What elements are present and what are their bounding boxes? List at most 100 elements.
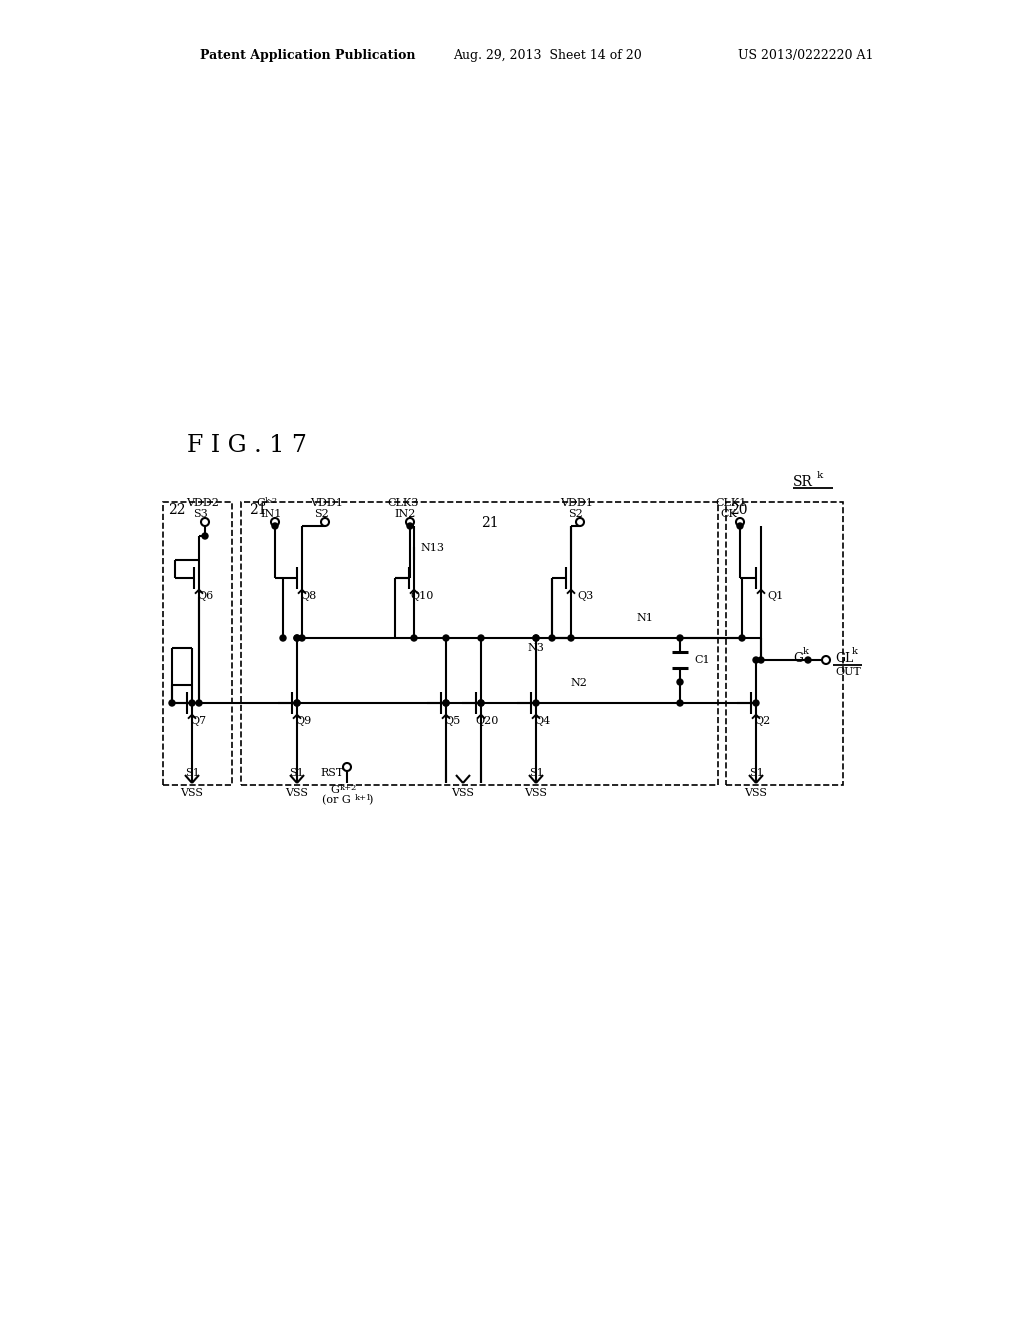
Circle shape (294, 700, 300, 706)
Circle shape (202, 533, 208, 539)
Text: N2: N2 (570, 678, 587, 688)
Text: VDD1: VDD1 (560, 498, 593, 508)
Circle shape (575, 517, 584, 525)
Text: Q3: Q3 (577, 591, 593, 601)
Circle shape (443, 700, 449, 706)
Text: VSS: VSS (286, 788, 308, 799)
Text: N1: N1 (636, 612, 653, 623)
Text: G: G (793, 652, 803, 665)
Circle shape (406, 517, 414, 525)
Circle shape (753, 657, 759, 663)
Text: Q4: Q4 (534, 715, 550, 726)
Circle shape (534, 635, 539, 642)
Circle shape (478, 700, 484, 706)
Text: N13: N13 (420, 543, 444, 553)
Text: RST: RST (319, 768, 343, 777)
Circle shape (534, 700, 539, 706)
Text: VDD2: VDD2 (186, 498, 219, 508)
Text: SR: SR (793, 475, 813, 488)
Circle shape (549, 635, 555, 642)
Text: S2: S2 (314, 510, 329, 519)
Bar (726, 502, 843, 785)
Text: 21: 21 (481, 516, 499, 531)
Text: ): ) (368, 795, 373, 805)
Text: VSS: VSS (452, 788, 474, 799)
Circle shape (677, 635, 683, 642)
Text: F I G . 1 7: F I G . 1 7 (187, 433, 307, 457)
Text: GL: GL (835, 652, 853, 665)
Text: 20: 20 (730, 503, 748, 517)
Text: Aug. 29, 2013  Sheet 14 of 20: Aug. 29, 2013 Sheet 14 of 20 (453, 49, 642, 62)
Text: VSS: VSS (180, 788, 204, 799)
Text: CLK1: CLK1 (715, 498, 746, 508)
Circle shape (294, 700, 300, 706)
Circle shape (753, 700, 759, 706)
Text: Q6: Q6 (197, 591, 213, 601)
Circle shape (196, 700, 202, 706)
Text: Q9: Q9 (295, 715, 311, 726)
Text: k: k (852, 647, 858, 656)
Text: Q5: Q5 (444, 715, 460, 726)
Text: k: k (817, 471, 823, 480)
Circle shape (736, 517, 744, 525)
Text: k+2: k+2 (340, 784, 357, 792)
Circle shape (478, 635, 484, 642)
Text: IN2: IN2 (394, 510, 416, 519)
Circle shape (758, 657, 764, 663)
Text: N3: N3 (527, 643, 544, 653)
Text: VSS: VSS (744, 788, 768, 799)
Bar (241, 502, 718, 785)
Circle shape (407, 523, 413, 529)
Bar (163, 502, 232, 785)
Text: Q7: Q7 (190, 715, 206, 726)
Circle shape (411, 635, 417, 642)
Circle shape (201, 517, 209, 525)
Text: CLK3: CLK3 (387, 498, 419, 508)
Text: S1: S1 (184, 768, 200, 777)
Text: k+1: k+1 (355, 795, 373, 803)
Circle shape (478, 700, 484, 706)
Text: G: G (330, 785, 339, 795)
Text: VDD1: VDD1 (310, 498, 343, 508)
Text: S2: S2 (568, 510, 583, 519)
Text: OUT: OUT (835, 667, 861, 677)
Text: (or G: (or G (322, 795, 351, 805)
Circle shape (299, 635, 305, 642)
Circle shape (294, 635, 300, 642)
Circle shape (343, 763, 351, 771)
Circle shape (739, 635, 745, 642)
Circle shape (280, 635, 286, 642)
Text: S1: S1 (528, 768, 544, 777)
Text: Q2: Q2 (754, 715, 770, 726)
Circle shape (443, 700, 449, 706)
Text: C1: C1 (694, 655, 710, 665)
Circle shape (443, 635, 449, 642)
Text: Q10: Q10 (410, 591, 433, 601)
Text: S1: S1 (290, 768, 304, 777)
Text: VSS: VSS (524, 788, 548, 799)
Circle shape (271, 517, 279, 525)
Text: US 2013/0222220 A1: US 2013/0222220 A1 (738, 49, 873, 62)
Circle shape (294, 635, 300, 642)
Text: k-2: k-2 (265, 498, 279, 506)
Circle shape (534, 635, 539, 642)
Circle shape (805, 657, 811, 663)
Circle shape (272, 523, 278, 529)
Circle shape (189, 700, 195, 706)
Circle shape (568, 635, 574, 642)
Text: G: G (256, 498, 265, 508)
Text: 22: 22 (168, 503, 185, 517)
Text: CK: CK (720, 510, 737, 519)
Circle shape (169, 700, 175, 706)
Text: k: k (803, 647, 809, 656)
Circle shape (321, 517, 329, 525)
Text: IN1: IN1 (260, 510, 282, 519)
Circle shape (677, 678, 683, 685)
Circle shape (737, 523, 743, 529)
Text: Q1: Q1 (767, 591, 783, 601)
Text: Q20: Q20 (475, 715, 499, 726)
Text: Patent Application Publication: Patent Application Publication (200, 49, 416, 62)
Text: Q8: Q8 (300, 591, 316, 601)
Text: 21: 21 (249, 503, 266, 517)
Text: S1: S1 (749, 768, 763, 777)
